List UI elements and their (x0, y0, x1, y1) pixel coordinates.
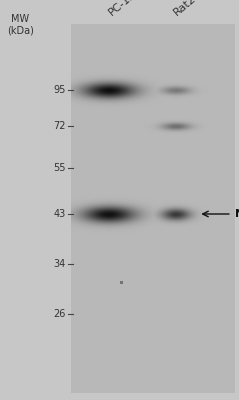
Text: PC-12: PC-12 (106, 0, 138, 18)
Text: 43: 43 (54, 209, 66, 219)
Text: MW
(kDa): MW (kDa) (7, 14, 34, 36)
Text: NFYA: NFYA (235, 209, 239, 219)
Text: 72: 72 (53, 121, 66, 131)
Text: Rat2: Rat2 (172, 0, 198, 18)
Text: 26: 26 (53, 309, 66, 319)
Text: 34: 34 (54, 259, 66, 269)
Text: 55: 55 (53, 163, 66, 173)
Text: 95: 95 (53, 85, 66, 95)
